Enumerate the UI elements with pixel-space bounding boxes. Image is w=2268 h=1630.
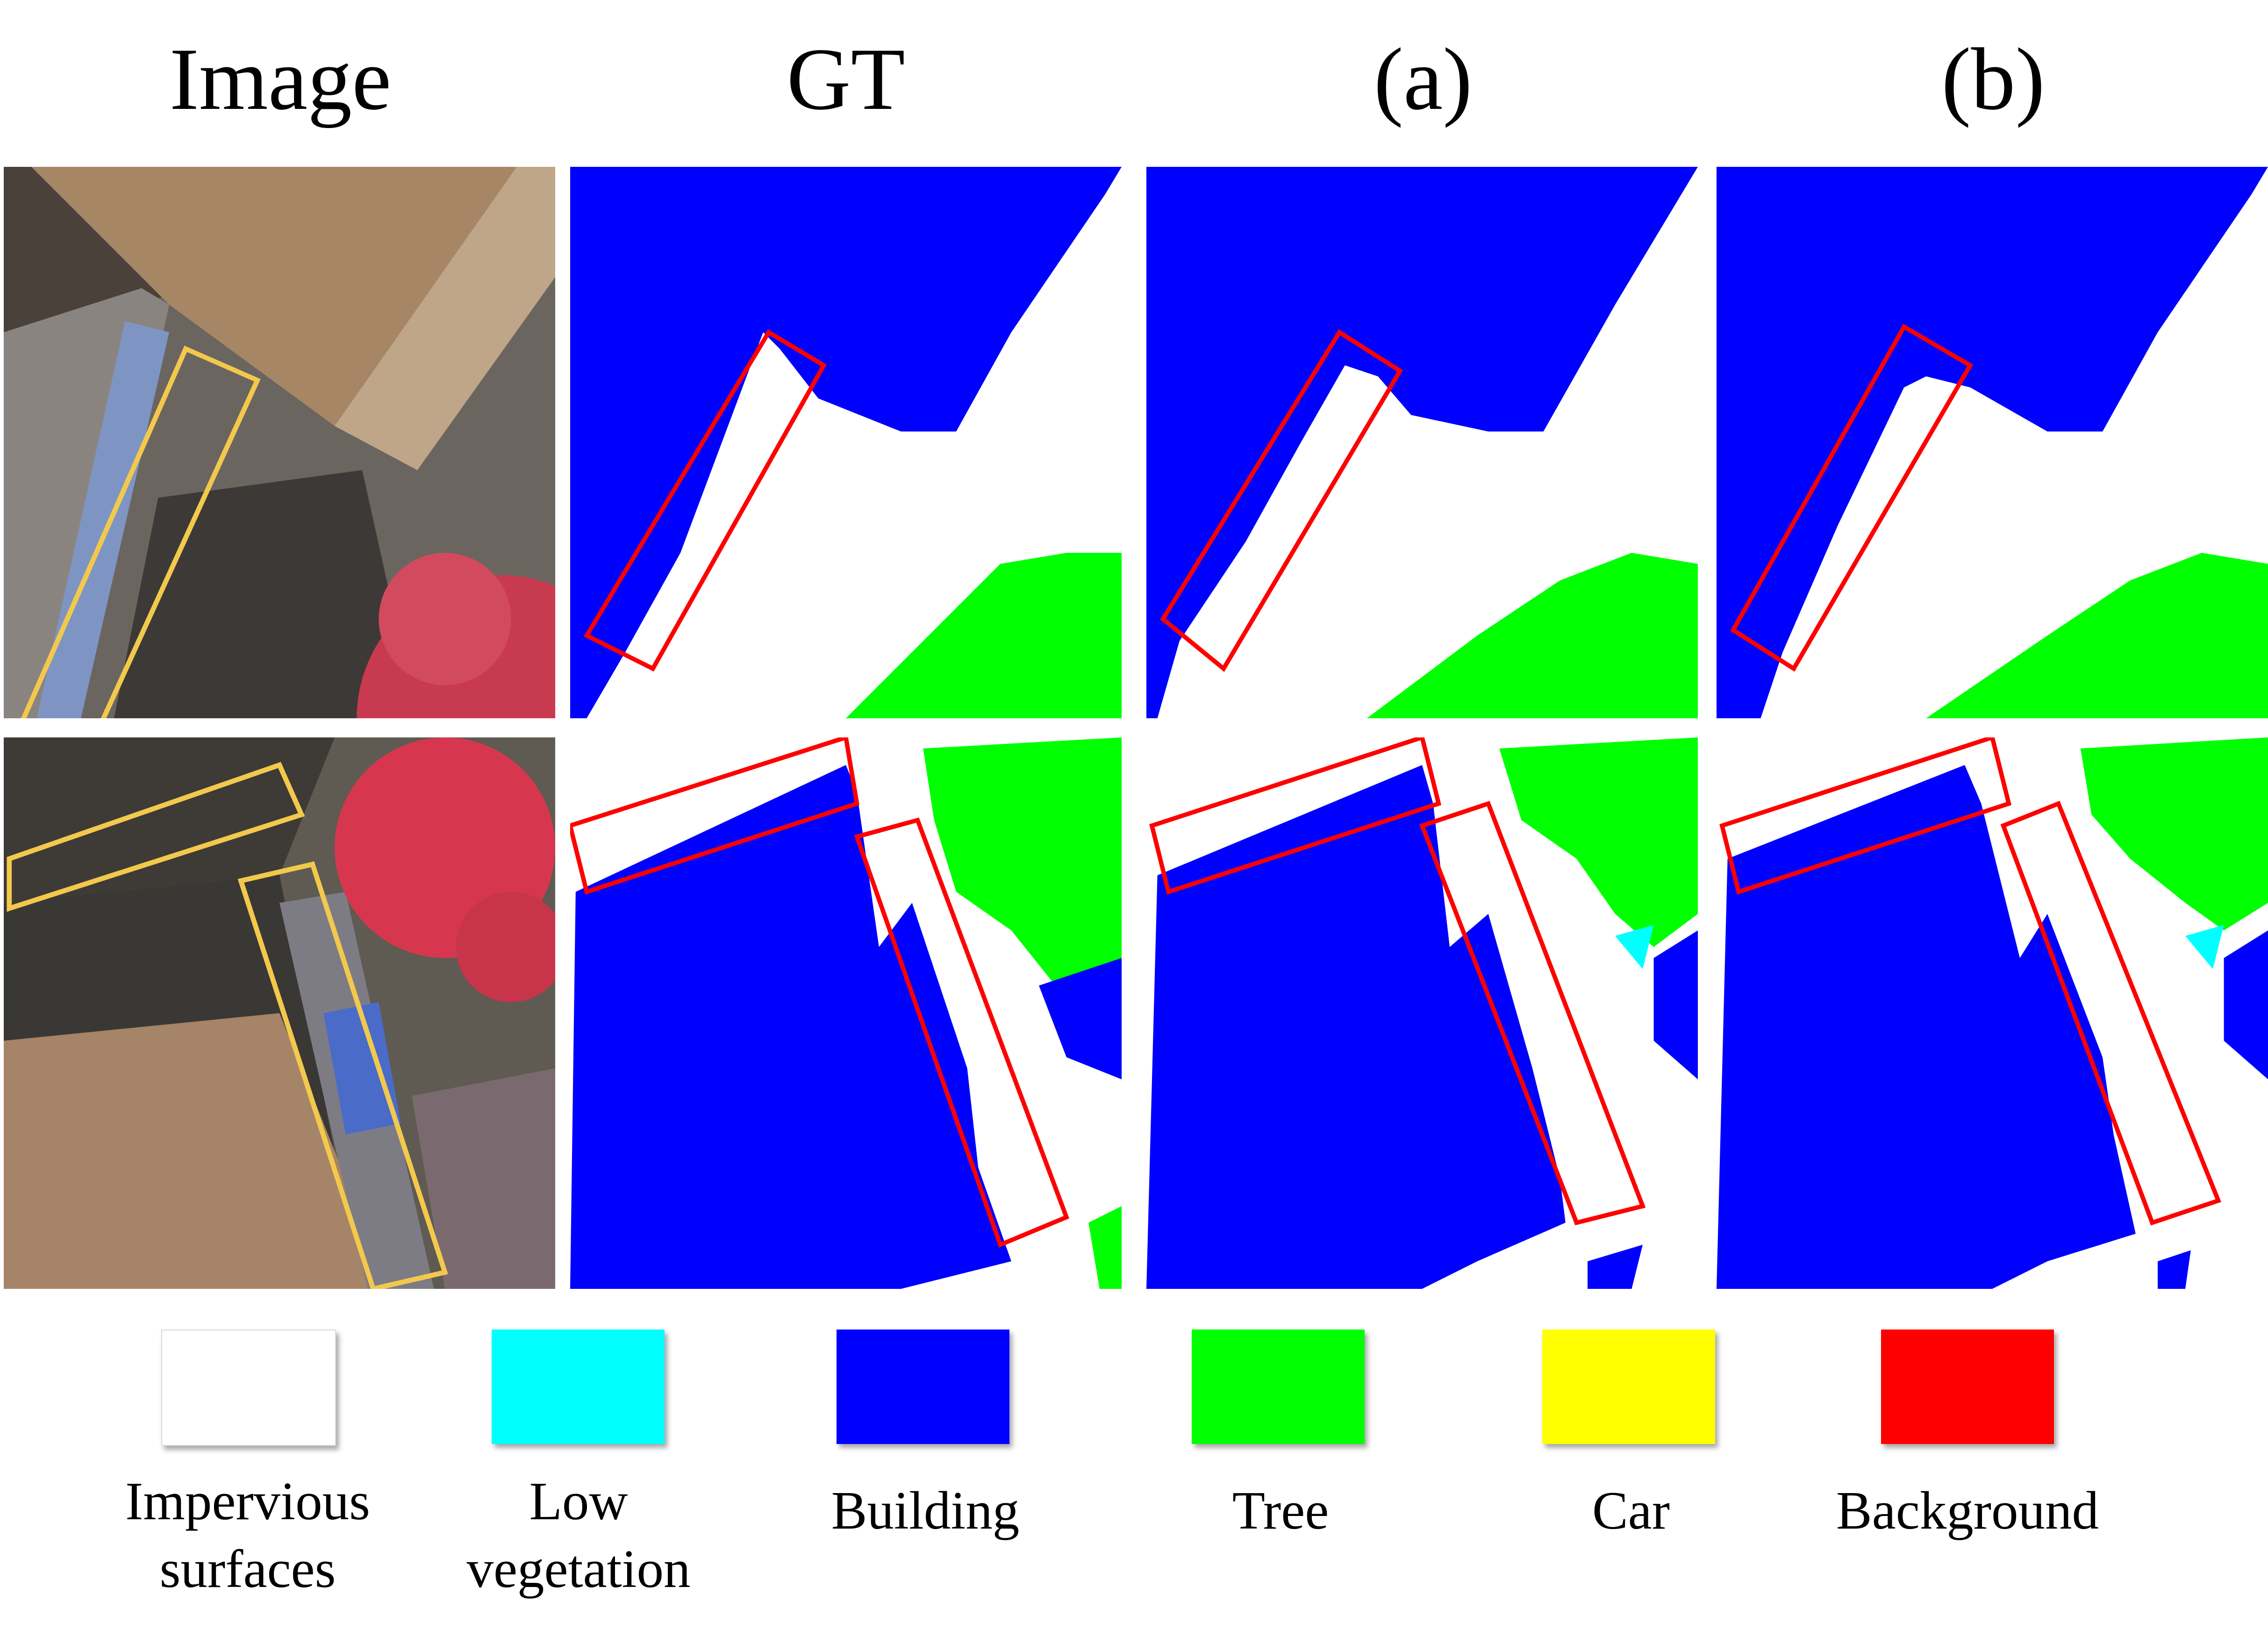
legend-label-car: Car [1592,1481,1670,1540]
row2-ground-truth-mask [570,737,1122,1289]
legend-label-background: Background [1836,1481,2099,1540]
column-title-gt: GT [787,30,905,129]
column-title-image: Image [169,30,392,129]
legend-label-low-vegetation-line2: vegetation [466,1539,691,1599]
legend-label-impervious: Impervious surfaces [98,1467,397,1603]
column-title-a: (a) [1374,30,1473,129]
legend-swatch-building [837,1330,1009,1444]
row1-ground-truth-mask [570,167,1122,718]
legend-label-impervious-line2: surfaces [159,1539,336,1599]
legend-swatch-background [1881,1330,2054,1444]
row1-aerial-image [4,167,555,718]
legend-swatch-low-vegetation [492,1330,665,1444]
legend-label-low-vegetation: Low vegetation [429,1467,728,1603]
legend-label-impervious-line1: Impervious [125,1472,370,1531]
column-title-b: (b) [1941,30,2045,129]
row1-prediction-b-mask [1717,167,2268,718]
legend-swatch-tree [1192,1330,1365,1444]
legend-swatch-car [1542,1330,1715,1444]
legend-label-low-vegetation-line1: Low [529,1472,628,1531]
legend-label-building: Building [831,1481,1020,1540]
row2-aerial-image [4,737,555,1289]
row2-prediction-b-mask [1717,737,2268,1289]
legend-label-tree: Tree [1232,1481,1329,1540]
row1-prediction-a-mask [1146,167,1698,718]
row2-prediction-a-mask [1146,737,1698,1289]
legend-swatch-impervious [161,1330,336,1446]
